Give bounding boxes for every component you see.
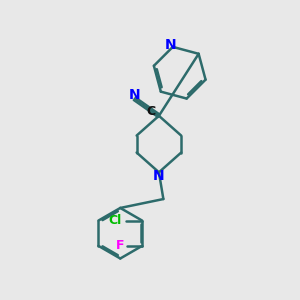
Text: N: N	[153, 169, 165, 183]
Text: C: C	[146, 105, 155, 119]
Text: N: N	[165, 38, 176, 52]
Text: Cl: Cl	[108, 214, 122, 227]
Text: N: N	[129, 88, 140, 102]
Text: F: F	[116, 239, 124, 252]
